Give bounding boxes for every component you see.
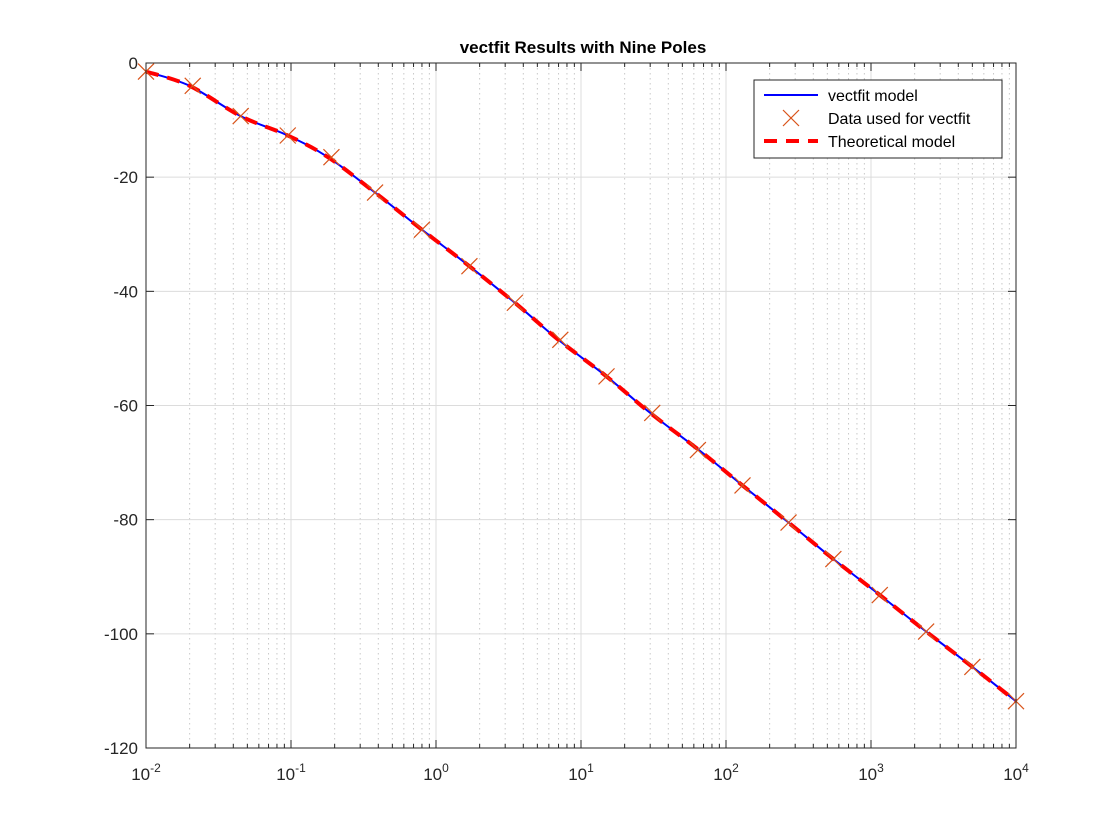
legend-label: Theoretical model (828, 134, 955, 151)
marker-stroke (413, 221, 431, 239)
y-tick-label: -40 (113, 282, 138, 301)
marker-stroke (963, 658, 981, 676)
data-point-marker (780, 514, 797, 531)
marker-stroke (689, 441, 707, 459)
legend-label: vectfit model (828, 88, 918, 105)
data-point-marker (551, 331, 569, 349)
data-point-marker (824, 550, 842, 568)
x-tick-label: 103 (858, 761, 884, 784)
marker-stroke (460, 257, 478, 275)
marker-stroke (780, 514, 797, 531)
y-tick-label: 0 (129, 54, 138, 73)
legend-item-vectfit-model: vectfit model (764, 88, 918, 105)
y-tick-label: -120 (104, 739, 138, 758)
marker-stroke (322, 148, 340, 166)
data-point-marker (963, 658, 981, 676)
y-tick-label: -100 (104, 625, 138, 644)
marker-stroke (366, 184, 384, 202)
data-point-marker (734, 476, 751, 494)
major-grid (146, 63, 1016, 748)
series-line-theoretical-model (145, 69, 1018, 703)
x-tick-labels: 10-2 10-1 100 101 102 103 104 (131, 761, 1029, 784)
marker-stroke (734, 476, 751, 494)
legend-box (753, 79, 1003, 159)
x-tick-label: 10-1 (276, 761, 306, 784)
y-tick-label: -60 (113, 397, 138, 416)
tick-marks (145, 62, 1017, 749)
series-layer (137, 63, 1025, 710)
chart-title: vectfit Results with Nine Poles (460, 38, 707, 57)
marker-stroke (506, 294, 524, 312)
marker-stroke (232, 107, 250, 125)
data-point-marker (322, 148, 340, 166)
y-tick-label: -20 (113, 168, 138, 187)
data-point-marker (279, 127, 297, 144)
data-point-marker (917, 623, 935, 640)
data-point-marker (506, 294, 524, 312)
x-tick-label: 104 (1003, 761, 1029, 784)
legend-swatch-marker (782, 109, 800, 127)
data-point-marker (871, 586, 889, 604)
marker-stroke (279, 127, 297, 144)
data-point-marker (460, 257, 478, 275)
marker-stroke (643, 404, 661, 422)
marker-stroke (598, 367, 615, 385)
data-point-marker (689, 441, 707, 459)
marker-stroke (184, 77, 202, 95)
marker-stroke (871, 586, 889, 604)
x-tick-label: 100 (423, 761, 449, 784)
legend: vectfit model Data used for vectfit Theore… (753, 79, 1003, 159)
y-tick-labels: 0 -20 -40 -60 -80 -100 -120 (104, 54, 138, 758)
data-point-marker (184, 77, 202, 95)
x-tick-label: 101 (568, 761, 594, 784)
data-point-marker (413, 221, 431, 239)
marker-stroke (824, 550, 842, 568)
y-tick-label: -80 (113, 511, 138, 530)
legend-item-theoretical-model: Theoretical model (764, 134, 955, 151)
x-tick-label: 102 (713, 761, 739, 784)
data-point-marker (643, 404, 661, 422)
legend-item-data: Data used for vectfit (782, 109, 971, 128)
marker-stroke (917, 623, 935, 640)
marker-stroke (551, 331, 569, 349)
data-point-marker (232, 107, 250, 125)
legend-label: Data used for vectfit (828, 111, 971, 128)
data-point-marker (598, 367, 615, 385)
data-point-marker (366, 184, 384, 202)
x-tick-label: 10-2 (131, 761, 161, 784)
